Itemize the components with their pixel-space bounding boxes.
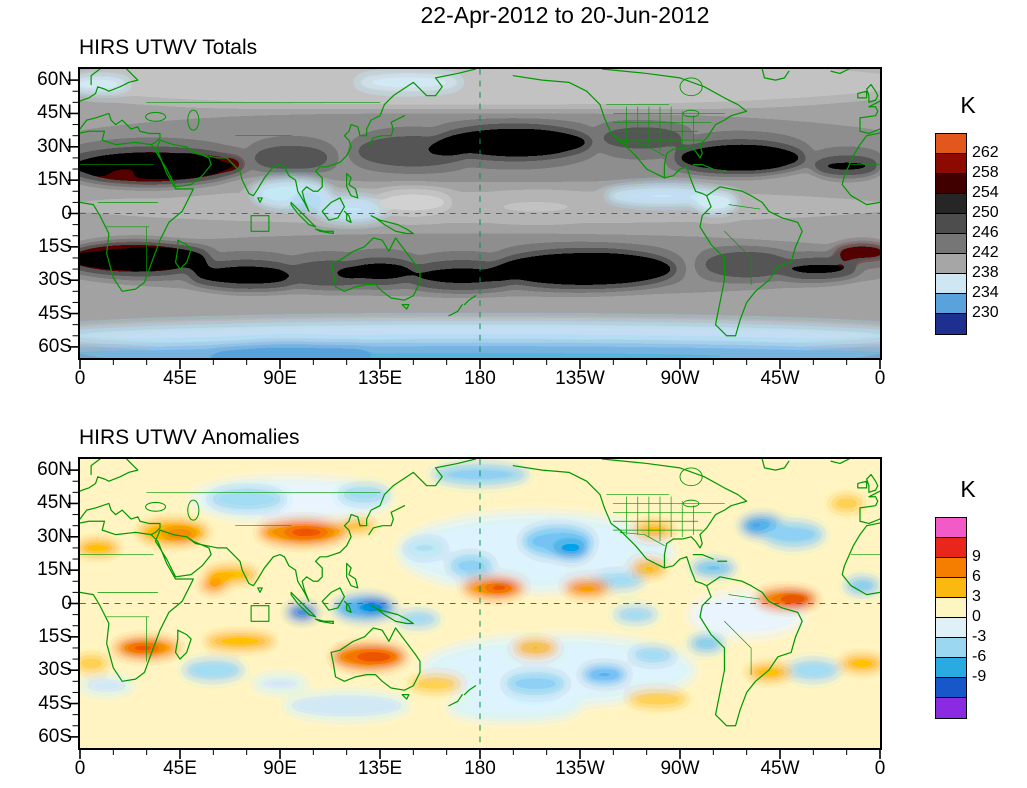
colorbar-segment — [936, 214, 966, 234]
lon-tick-label: 135W — [555, 758, 605, 779]
totals-colorbar-unit-label: K — [960, 92, 976, 118]
lon-tick-label: 90E — [263, 758, 297, 779]
colorbar-tick-label: 250 — [972, 204, 999, 221]
anomalies-map-canvas — [80, 459, 880, 748]
lon-tick-label: 90W — [660, 368, 700, 389]
anomalies-colorbar-unit-label: K — [960, 476, 976, 502]
colorbar-segment — [936, 274, 966, 294]
lat-tick-label: 30S — [38, 659, 72, 681]
lon-tick-label: 90W — [660, 758, 700, 779]
lat-tick-label: 45N — [37, 102, 72, 124]
colorbar-segment — [936, 678, 966, 698]
lat-tick-label: 15S — [38, 625, 72, 647]
colorbar-segment — [936, 254, 966, 274]
anomalies-map — [78, 457, 882, 750]
anomalies-colorbar — [935, 517, 967, 719]
colorbar-segment — [936, 134, 966, 154]
lat-axis-ticks — [68, 79, 78, 348]
colorbar-tick-label: 254 — [972, 184, 999, 201]
lon-tick-label: 0 — [74, 758, 86, 779]
panel-title-totals: HIRS UTWV Totals — [79, 36, 258, 59]
colorbar-tick-label: 234 — [972, 284, 999, 301]
lat-tick-label: 30S — [38, 269, 72, 291]
colorbar-segment — [936, 658, 966, 678]
colorbar-segment — [936, 538, 966, 558]
colorbar-segment — [936, 314, 966, 334]
figure-title: 22-Apr-2012 to 20-Jun-2012 — [420, 2, 710, 28]
lon-tick-label: 90E — [263, 368, 297, 389]
colorbar-tick-label: 9 — [972, 548, 981, 565]
lat-tick-label: 45S — [38, 692, 72, 714]
coastlines — [80, 69, 477, 317]
lon-tick-label: 0 — [74, 368, 86, 389]
colorbar-segment — [936, 174, 966, 194]
colorbar-tick-label: 238 — [972, 264, 999, 281]
colorbar-tick-label: 262 — [972, 144, 999, 161]
lat-tick-label: 45S — [38, 302, 72, 324]
colorbar-tick-label: -6 — [972, 648, 987, 665]
colorbar-segment — [936, 154, 966, 174]
lat-tick-label: 30N — [37, 135, 72, 157]
colorbar-tick-label: 6 — [972, 568, 981, 585]
lon-tick-label: 0 — [874, 758, 886, 779]
lat-tick-label: 30N — [37, 525, 72, 547]
colorbar-segment — [936, 638, 966, 658]
colorbar-segment — [936, 294, 966, 314]
lon-axis-ticks — [79, 360, 881, 369]
colorbar-segment — [936, 578, 966, 598]
colorbar-segment — [936, 518, 966, 538]
lat-tick-label: 0 — [61, 592, 72, 614]
lat-tick-label: 15N — [37, 559, 72, 581]
lat-tick-label: 0 — [61, 202, 72, 224]
lat-tick-label: 60N — [37, 69, 72, 91]
coastlines — [80, 459, 477, 707]
colorbar-tick-label: 242 — [972, 244, 999, 261]
colorbar-tick-label: 246 — [972, 224, 999, 241]
lon-tick-label: 45E — [163, 758, 197, 779]
lon-tick-label: 135E — [357, 758, 403, 779]
lon-tick-label: 45E — [163, 368, 197, 389]
colorbar-segment — [936, 618, 966, 638]
panel-title-anomalies: HIRS UTWV Anomalies — [79, 426, 300, 449]
colorbar-segment — [936, 194, 966, 214]
totals-colorbar — [935, 133, 967, 335]
totals-map — [78, 67, 882, 360]
colorbar-segment — [936, 558, 966, 578]
region-box — [250, 215, 270, 232]
colorbar-segment — [936, 234, 966, 254]
colorbar-segment — [936, 698, 966, 718]
lon-tick-label: 135W — [555, 368, 605, 389]
lon-tick-label: 0 — [874, 368, 886, 389]
region-box — [250, 605, 270, 622]
lat-tick-label: 60S — [38, 725, 72, 747]
lat-tick-label: 45N — [37, 492, 72, 514]
colorbar-tick-label: -3 — [972, 628, 987, 645]
colorbar-tick-label: 3 — [972, 588, 981, 605]
lat-tick-label: 15S — [38, 235, 72, 257]
lon-tick-label: 45W — [760, 368, 800, 389]
colorbar-tick-label: -9 — [972, 668, 987, 685]
colorbar-tick-label: 0 — [972, 608, 981, 625]
lon-tick-label: 180 — [464, 368, 496, 389]
totals-map-canvas — [80, 69, 880, 358]
lat-tick-label: 60S — [38, 335, 72, 357]
lat-tick-label: 60N — [37, 459, 72, 481]
lat-axis-ticks — [68, 469, 78, 738]
colorbar-segment — [936, 598, 966, 618]
lon-tick-label: 180 — [464, 758, 496, 779]
colorbar-tick-label: 230 — [972, 304, 999, 321]
lat-tick-label: 15N — [37, 169, 72, 191]
lon-tick-label: 45W — [760, 758, 800, 779]
lon-tick-label: 135E — [357, 368, 403, 389]
colorbar-tick-label: 258 — [972, 164, 999, 181]
lon-axis-ticks — [79, 750, 881, 759]
